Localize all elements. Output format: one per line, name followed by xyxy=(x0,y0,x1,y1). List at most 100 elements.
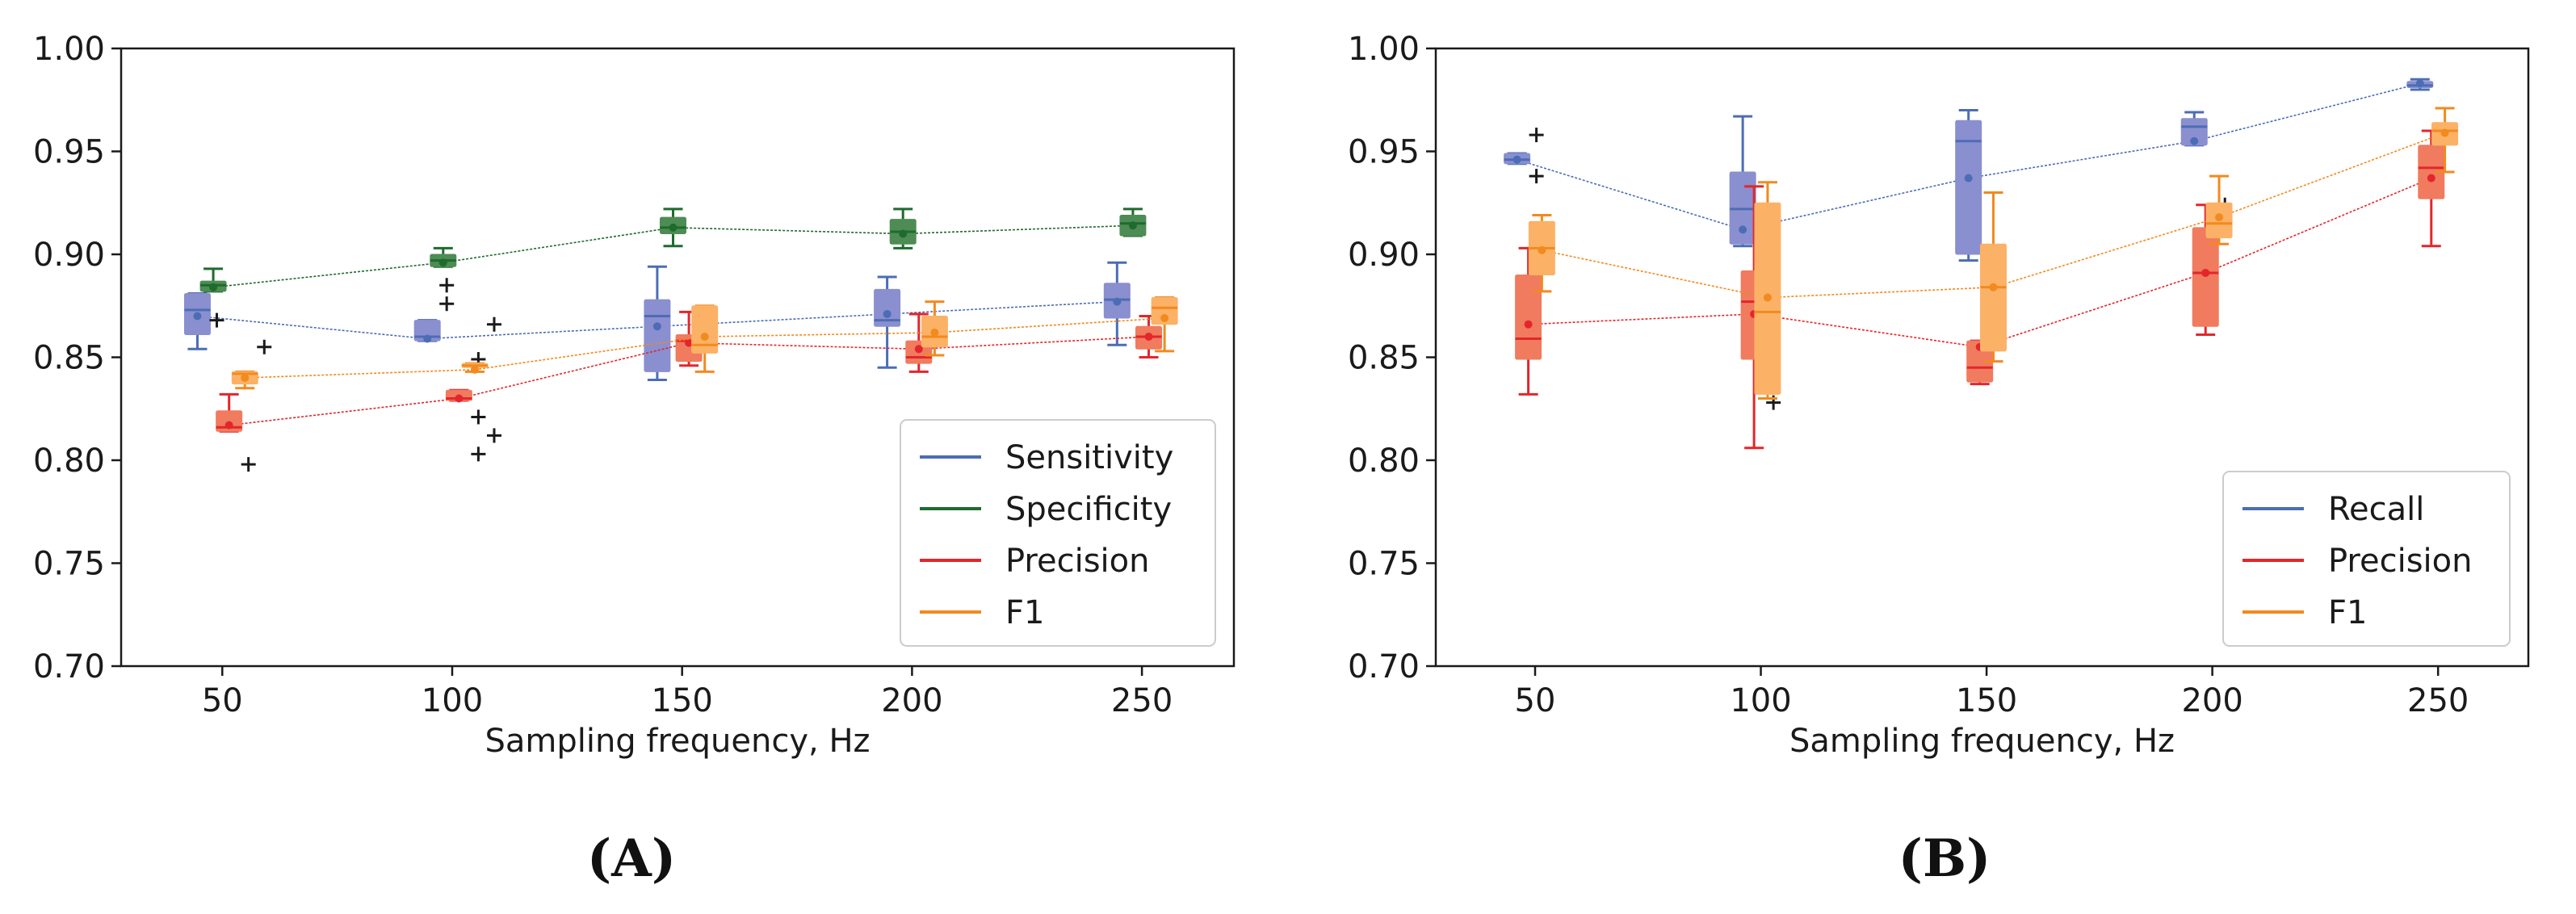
legend-entry-precision: Precision xyxy=(2242,543,2472,580)
mean-marker xyxy=(700,333,709,341)
box-50hz xyxy=(216,392,256,472)
box-50hz xyxy=(1504,128,1544,184)
mean-marker xyxy=(1538,245,1546,254)
box-body xyxy=(1979,243,2007,352)
box-body xyxy=(2180,118,2208,146)
box-200hz xyxy=(889,208,917,249)
x-tick-label: 250 xyxy=(2407,682,2469,719)
x-tick-label: 250 xyxy=(1111,682,1173,719)
legend-label: Precision xyxy=(1005,543,1149,580)
legend-frame xyxy=(900,419,1216,647)
y-tick-label: 0.75 xyxy=(33,546,105,583)
box-100hz xyxy=(430,246,457,268)
y-tick-label: 1.00 xyxy=(1348,31,1420,68)
box-body xyxy=(1515,275,1542,360)
legend-label: F1 xyxy=(2328,594,2367,631)
panel-label-a: (A) xyxy=(587,828,676,889)
legend-label: Recall xyxy=(2328,491,2424,528)
mean-marker xyxy=(2440,128,2449,137)
y-tick-label: 0.90 xyxy=(33,237,105,274)
x-tick-label: 150 xyxy=(1956,682,2017,719)
box-250hz xyxy=(1119,208,1147,237)
mean-marker xyxy=(209,283,218,291)
legend: Recall Precision F1 xyxy=(2222,471,2511,647)
mean-marker xyxy=(652,322,661,331)
box-200hz xyxy=(2205,174,2233,245)
mean-trend-line xyxy=(212,224,1133,288)
x-tick-label: 100 xyxy=(422,682,483,719)
flier-marker xyxy=(471,447,486,462)
mean-marker xyxy=(1144,333,1153,341)
series-f1 xyxy=(231,296,1178,443)
flier-marker xyxy=(241,457,256,472)
box-body xyxy=(2192,227,2219,327)
flier-marker xyxy=(209,312,224,328)
flier-marker xyxy=(257,339,272,354)
mean-marker xyxy=(470,365,479,374)
mean-marker xyxy=(1113,297,1122,306)
legend-entry-f1: F1 xyxy=(2242,594,2367,631)
x-tick-label: 50 xyxy=(1515,682,1556,719)
legend-entry-f1: F1 xyxy=(920,594,1044,631)
box-200hz xyxy=(2180,111,2208,147)
legend-entry-recall: Recall xyxy=(2242,491,2424,528)
x-tick-label: 50 xyxy=(202,682,243,719)
mean-marker xyxy=(2427,174,2435,182)
panel-label-b: (B) xyxy=(1898,828,1991,889)
x-axis-label: Sampling frequency, Hz xyxy=(1789,723,2175,760)
y-tick-label: 1.00 xyxy=(33,31,105,68)
box-250hz xyxy=(1103,261,1131,346)
legend: Sensitivity Specificity Precision F1 xyxy=(900,419,1216,647)
x-axis-label: Sampling frequency, Hz xyxy=(485,723,870,760)
legend-entry-sensitivity: Sensitivity xyxy=(920,439,1173,476)
y-tick-label: 0.95 xyxy=(33,134,105,171)
series-sensitivity xyxy=(183,261,1131,382)
mean-marker xyxy=(883,309,892,318)
box-100hz xyxy=(1729,115,1756,248)
mean-marker xyxy=(224,421,233,430)
mean-marker xyxy=(1763,293,1772,302)
box-150hz xyxy=(691,304,719,373)
box-250hz xyxy=(2418,129,2445,248)
y-tick-label: 0.85 xyxy=(33,340,105,377)
series-specificity xyxy=(199,208,1147,293)
flier-marker xyxy=(1529,169,1544,184)
mean-marker xyxy=(241,374,250,382)
legend-entry-precision: Precision xyxy=(920,543,1149,580)
box-body xyxy=(691,305,719,354)
box-body xyxy=(644,299,671,372)
mean-trend-line xyxy=(1517,82,2420,231)
box-100hz xyxy=(413,278,455,343)
y-tick-label: 0.95 xyxy=(1348,134,1420,171)
y-tick-label: 0.75 xyxy=(1348,546,1420,583)
box-150hz xyxy=(1955,109,1982,262)
box-100hz xyxy=(1754,181,1781,400)
mean-marker xyxy=(2201,268,2210,277)
mean-marker xyxy=(2415,79,2424,88)
flier-marker xyxy=(439,278,455,293)
mean-marker xyxy=(438,258,447,267)
box-body xyxy=(1955,119,1982,255)
mean-marker xyxy=(1160,314,1169,323)
box-50hz xyxy=(183,291,224,350)
box-150hz xyxy=(1979,191,2007,363)
box-100hz xyxy=(461,317,501,443)
flier-marker xyxy=(486,428,501,443)
y-tick-label: 0.70 xyxy=(1348,648,1420,686)
box-250hz xyxy=(2431,107,2459,174)
flier-marker xyxy=(471,409,486,425)
mean-marker xyxy=(930,328,939,337)
box-150hz xyxy=(644,265,671,382)
x-tick-label: 200 xyxy=(2181,682,2242,719)
flier-marker xyxy=(439,296,455,312)
x-tick-label: 150 xyxy=(652,682,713,719)
mean-marker xyxy=(2215,213,2224,222)
mean-marker xyxy=(193,312,202,321)
box-50hz xyxy=(231,339,272,390)
flier-marker xyxy=(486,317,501,332)
box-50hz xyxy=(199,267,227,293)
y-tick-label: 0.70 xyxy=(33,648,105,686)
box-200hz xyxy=(874,275,901,369)
series-f1 xyxy=(1528,107,2459,400)
